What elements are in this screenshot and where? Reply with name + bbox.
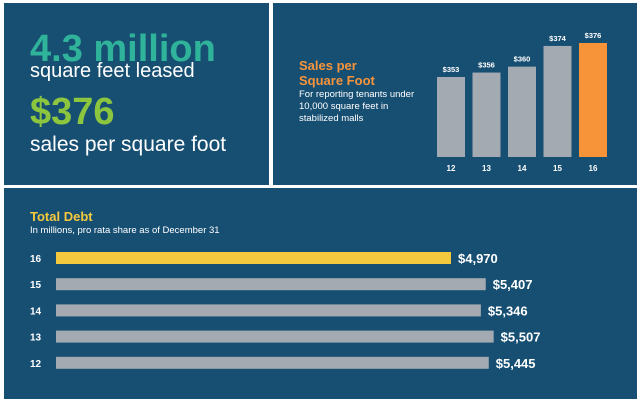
debt-value-label-15: $5,407 bbox=[493, 277, 533, 292]
sales-bar-12 bbox=[437, 77, 465, 157]
sales-per-square-foot-label: sales per square foot bbox=[30, 133, 227, 156]
sales-year-label-12: 12 bbox=[447, 164, 456, 173]
debt-year-label-12: 12 bbox=[30, 359, 42, 370]
debt-year-label-15: 15 bbox=[30, 280, 42, 291]
sales-chart-subtitle: For reporting tenants under 10,000 squar… bbox=[299, 89, 415, 124]
sales-value-label-16: $376 bbox=[585, 31, 602, 40]
square-feet-leased-value: 4.3 million bbox=[30, 28, 216, 70]
debt-year-label-14: 14 bbox=[30, 306, 42, 317]
debt-value-label-13: $5,507 bbox=[501, 330, 541, 345]
debt-year-label-13: 13 bbox=[30, 333, 42, 344]
sales-value-label-12: $353 bbox=[443, 65, 460, 74]
debt-bar-chart: 16 $4,970 15 $5,407 14 $5,346 13 $5,507 12 $5,445 bbox=[30, 251, 541, 371]
sales-year-label-14: 14 bbox=[518, 164, 527, 173]
sales-bar-chart: $353 12 $356 13 $360 14 $374 15 $376 16 bbox=[437, 31, 607, 173]
sales-chart-title: Sales per Square Foot bbox=[299, 58, 375, 88]
sales-value-label-15: $374 bbox=[549, 34, 567, 43]
sales-year-label-15: 15 bbox=[553, 164, 562, 173]
debt-value-label-14: $5,346 bbox=[488, 303, 528, 318]
debt-bar-13 bbox=[56, 330, 494, 343]
debt-bar-15 bbox=[56, 278, 486, 291]
sales-bar-15 bbox=[543, 45, 572, 157]
debt-chart-panel: Total Debt In millions, pro rata share a… bbox=[4, 188, 637, 399]
sales-title-line-2: Square Foot bbox=[299, 73, 375, 88]
sales-per-square-foot-value: $376 bbox=[30, 91, 115, 133]
sales-title-line-1: Sales per bbox=[299, 58, 357, 73]
stats-panel: 4.3 million square feet leased $376 sale… bbox=[4, 3, 269, 185]
sales-bar-13 bbox=[472, 72, 501, 157]
debt-chart-subtitle: In millions, pro rata share as of Decemb… bbox=[30, 225, 220, 236]
sales-chart-panel: Sales per Square Foot For reporting tena… bbox=[273, 3, 637, 185]
sales-year-label-16: 16 bbox=[589, 164, 598, 173]
square-feet-leased-label: square feet leased bbox=[30, 60, 195, 82]
sales-year-label-13: 13 bbox=[482, 164, 491, 173]
debt-value-label-16: $4,970 bbox=[458, 251, 498, 266]
debt-value-label-12: $5,445 bbox=[496, 356, 536, 371]
debt-bar-14 bbox=[56, 304, 481, 317]
sales-bar-14 bbox=[508, 66, 536, 157]
debt-chart-title: Total Debt bbox=[30, 209, 93, 224]
debt-bar-12 bbox=[56, 356, 489, 369]
sales-bar-16 bbox=[579, 43, 607, 157]
debt-year-label-16: 16 bbox=[30, 254, 42, 265]
sales-value-label-13: $356 bbox=[478, 61, 495, 70]
sales-value-label-14: $360 bbox=[514, 55, 531, 64]
debt-bar-16 bbox=[56, 252, 451, 264]
